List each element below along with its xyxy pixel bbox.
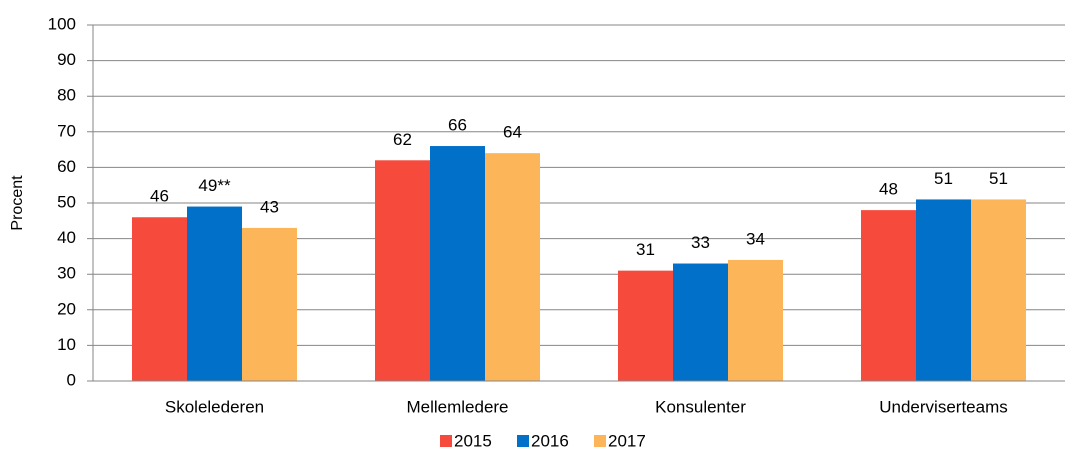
data-label: 62: [393, 130, 412, 149]
legend-label: 2015: [454, 431, 492, 450]
data-label: 51: [934, 169, 953, 188]
data-label: 64: [503, 123, 522, 142]
data-label: 46: [150, 187, 169, 206]
y-tick-label: 100: [48, 14, 76, 33]
legend-swatch: [517, 435, 529, 447]
bar: [728, 259, 783, 381]
y-tick-label: 20: [57, 299, 76, 318]
x-tick-label: Skolelederen: [165, 397, 264, 416]
data-label: 48: [879, 180, 898, 199]
bar: [673, 263, 728, 381]
bar: [971, 199, 1026, 381]
data-label: 34: [746, 229, 765, 248]
bar: [861, 210, 916, 381]
bar: [375, 160, 430, 381]
bar: [485, 153, 540, 381]
x-tick-label: Underviserteams: [879, 397, 1008, 416]
y-tick-label: 30: [57, 264, 76, 283]
bar: [430, 146, 485, 381]
bar: [618, 270, 673, 381]
y-tick-label: 80: [57, 86, 76, 105]
bar: [242, 227, 297, 381]
y-tick-label: 10: [57, 335, 76, 354]
data-label: 49**: [198, 176, 231, 195]
legend-label: 2016: [531, 431, 569, 450]
legend-label: 2017: [608, 431, 646, 450]
x-tick-label: Mellemledere: [406, 397, 508, 416]
bar: [187, 206, 242, 381]
legend-swatch: [594, 435, 606, 447]
x-tick-label: Konsulenter: [655, 397, 746, 416]
y-tick-label: 90: [57, 50, 76, 69]
data-label: 43: [260, 197, 279, 216]
y-tick-label: 60: [57, 157, 76, 176]
bar: [916, 199, 971, 381]
y-tick-label: 70: [57, 121, 76, 140]
y-tick-label: 50: [57, 192, 76, 211]
data-label: 33: [691, 233, 710, 252]
data-label: 31: [636, 240, 655, 259]
y-tick-label: 40: [57, 228, 76, 247]
data-label: 51: [989, 169, 1008, 188]
legend-swatch: [440, 435, 452, 447]
data-label: 66: [448, 116, 467, 135]
y-tick-label: 0: [67, 370, 76, 389]
bar: [132, 217, 187, 381]
y-axis-title: Procent: [9, 175, 26, 231]
